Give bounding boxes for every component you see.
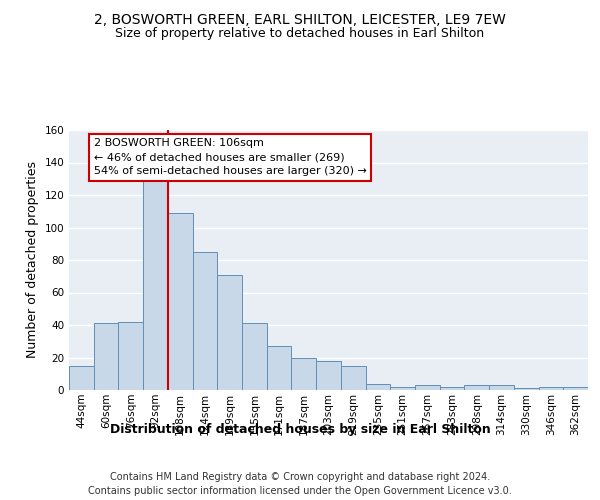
Bar xyxy=(316,361,341,390)
Text: Distribution of detached houses by size in Earl Shilton: Distribution of detached houses by size … xyxy=(110,422,490,436)
Bar xyxy=(242,324,267,390)
Bar xyxy=(390,387,415,390)
Bar xyxy=(94,324,118,390)
Bar xyxy=(217,274,242,390)
Bar xyxy=(464,385,489,390)
Bar xyxy=(341,366,365,390)
Text: 2, BOSWORTH GREEN, EARL SHILTON, LEICESTER, LE9 7EW: 2, BOSWORTH GREEN, EARL SHILTON, LEICEST… xyxy=(94,12,506,26)
Bar xyxy=(514,388,539,390)
Text: Contains HM Land Registry data © Crown copyright and database right 2024.: Contains HM Land Registry data © Crown c… xyxy=(110,472,490,482)
Bar xyxy=(69,366,94,390)
Bar xyxy=(143,179,168,390)
Bar xyxy=(563,387,588,390)
Text: 2 BOSWORTH GREEN: 106sqm
← 46% of detached houses are smaller (269)
54% of semi-: 2 BOSWORTH GREEN: 106sqm ← 46% of detach… xyxy=(94,138,367,176)
Bar xyxy=(539,387,563,390)
Bar xyxy=(267,346,292,390)
Bar xyxy=(415,385,440,390)
Bar xyxy=(365,384,390,390)
Bar xyxy=(193,252,217,390)
Bar xyxy=(292,358,316,390)
Y-axis label: Number of detached properties: Number of detached properties xyxy=(26,162,39,358)
Bar xyxy=(118,322,143,390)
Bar xyxy=(489,385,514,390)
Text: Contains public sector information licensed under the Open Government Licence v3: Contains public sector information licen… xyxy=(88,486,512,496)
Bar xyxy=(168,213,193,390)
Text: Size of property relative to detached houses in Earl Shilton: Size of property relative to detached ho… xyxy=(115,28,485,40)
Bar xyxy=(440,387,464,390)
